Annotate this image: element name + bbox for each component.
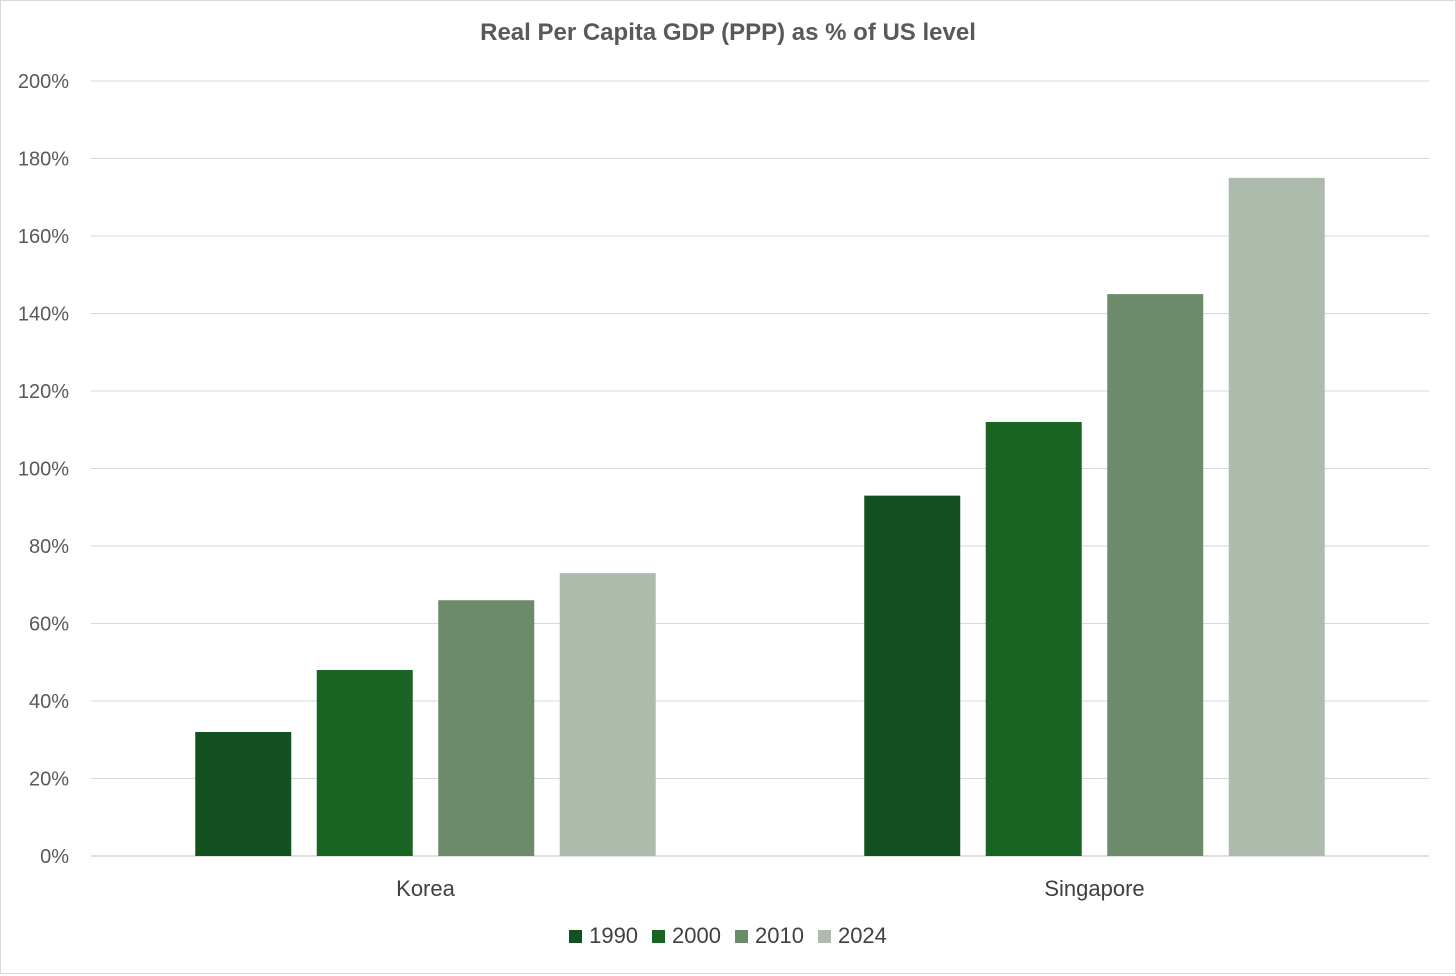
y-tick-label: 80% xyxy=(29,536,69,558)
legend-swatch xyxy=(735,929,748,943)
legend-swatch xyxy=(652,929,666,943)
legend-label: 2010 xyxy=(755,923,804,948)
y-tick-label: 20% xyxy=(29,769,69,791)
chart-title: Real Per Capita GDP (PPP) as % of US lev… xyxy=(480,19,976,46)
y-tick-label: 60% xyxy=(29,614,69,636)
bar-singapore-1990 xyxy=(864,495,961,856)
x-tick-label: Singapore xyxy=(1044,876,1144,901)
gridlines xyxy=(91,80,1429,857)
y-tick-label: 100% xyxy=(18,459,69,481)
legend-item: 2010 xyxy=(735,923,804,949)
y-tick-label: 40% xyxy=(29,691,69,713)
bars xyxy=(195,177,1325,856)
y-tick-labels: 0% 20% 40% 60% 80% 100% 120% 140% 160% 180% 200% xyxy=(18,71,69,868)
legend-item: 2024 xyxy=(817,923,887,949)
legend-label: 2024 xyxy=(837,923,887,948)
bar-korea-1990 xyxy=(195,732,292,856)
bar-singapore-2000 xyxy=(985,422,1082,856)
x-tick-labels: Korea Singapore xyxy=(396,876,1145,901)
y-tick-label: 140% xyxy=(18,304,69,326)
legend-label: 2000 xyxy=(672,923,721,948)
bar-korea-2000 xyxy=(316,670,413,856)
bar-singapore-2024 xyxy=(1228,177,1325,856)
bar-singapore-2010 xyxy=(1107,294,1204,856)
y-tick-label: 200% xyxy=(18,71,69,93)
bar-korea-2010 xyxy=(438,600,535,856)
legend-swatch xyxy=(817,929,831,943)
x-tick-label: Korea xyxy=(396,876,455,901)
legend-item: 1990 xyxy=(569,923,638,949)
bar-korea-2024 xyxy=(559,573,656,856)
y-tick-label: 180% xyxy=(18,149,69,171)
legend-item: 2000 xyxy=(652,923,721,949)
y-tick-label: 160% xyxy=(18,226,69,248)
legend-label: 1990 xyxy=(589,923,639,948)
y-tick-label: 120% xyxy=(18,381,69,403)
legend-swatch xyxy=(569,929,583,943)
y-tick-label: 0% xyxy=(40,846,69,868)
legend: 1990 2000 2010 2024 xyxy=(1,923,1455,949)
